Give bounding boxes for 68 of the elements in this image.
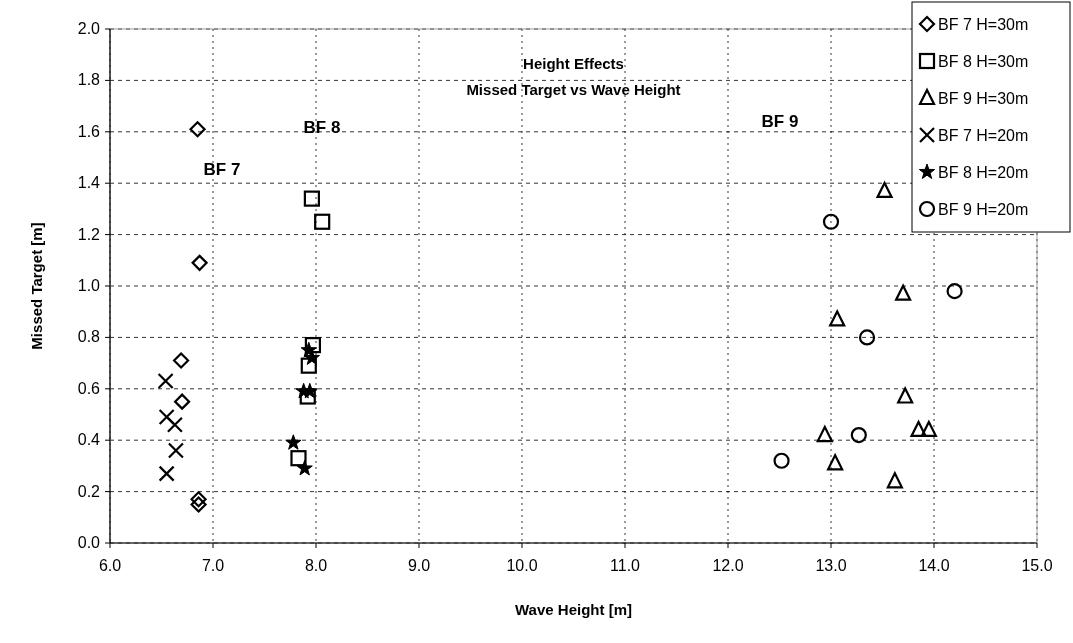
- point: [910, 420, 927, 438]
- point: [189, 121, 206, 138]
- point: [314, 213, 331, 230]
- annotation: BF 8: [303, 118, 341, 137]
- point: [296, 459, 313, 476]
- x-tick-label: 9.0: [407, 557, 431, 574]
- point: [897, 387, 914, 404]
- point: [290, 450, 307, 467]
- legend-label: BF 9 H=20m: [938, 201, 1029, 218]
- point: [174, 393, 191, 410]
- text: Height Effects: [523, 55, 624, 72]
- x-tick-label: 14.0: [918, 557, 950, 574]
- point: [285, 434, 302, 450]
- annotation: BF 7: [203, 160, 241, 179]
- x-tick-label: 8.0: [304, 557, 328, 574]
- point: [946, 283, 963, 300]
- x-tick-label: 11.0: [610, 557, 641, 574]
- legend-label: BF 9 H=30m: [938, 90, 1029, 107]
- point: [773, 452, 790, 469]
- x-tick-label: 15.0: [1021, 557, 1053, 574]
- point: [158, 408, 175, 426]
- x-axis-title: Wave Height [m]: [515, 601, 632, 618]
- y-tick-label: 0.8: [77, 328, 101, 346]
- point: [300, 357, 317, 374]
- y-tick-label: 0.0: [77, 534, 101, 551]
- point: [191, 254, 208, 271]
- y-tick-label: 0.6: [77, 379, 101, 397]
- text: Missed Target vs Wave Height: [466, 81, 681, 98]
- x-tick-label: 10.0: [506, 557, 538, 574]
- y-tick-label: 1.4: [77, 174, 101, 192]
- point: [886, 472, 903, 489]
- point: [190, 491, 207, 508]
- y-tick-label: 2.0: [77, 20, 101, 37]
- y-tick-label: 0.2: [77, 482, 101, 500]
- y-axis-title: Missed Target [m]: [28, 222, 45, 350]
- annotation: BF 9: [761, 112, 799, 131]
- point: [850, 426, 867, 444]
- x-tick-label: 13.0: [815, 557, 847, 574]
- y-tick-label: 0.4: [77, 431, 101, 449]
- x-tick-label: 7.0: [201, 557, 225, 574]
- point: [166, 416, 183, 433]
- point: [829, 310, 846, 327]
- point: [876, 181, 893, 199]
- point: [304, 337, 322, 354]
- point: [190, 496, 207, 513]
- legend-label: BF 7 H=20m: [938, 127, 1029, 144]
- point: [816, 425, 833, 443]
- point: [895, 284, 912, 301]
- point: [157, 372, 174, 390]
- y-tick-label: 1.8: [77, 71, 101, 89]
- point: [158, 465, 175, 482]
- point: [172, 352, 190, 369]
- point: [303, 190, 320, 207]
- point: [299, 388, 316, 405]
- point: [920, 420, 937, 438]
- legend-label: BF 8 H=30m: [938, 53, 1029, 70]
- point: [822, 213, 840, 230]
- x-tick-label: 6.0: [98, 557, 122, 574]
- legend-label: BF 7 H=30m: [938, 16, 1029, 33]
- y-tick-label: 1.0: [77, 277, 101, 294]
- y-tick-label: 1.2: [77, 225, 101, 243]
- legend-label: BF 8 H=20m: [938, 164, 1029, 181]
- x-tick-label: 12.0: [712, 557, 744, 574]
- point: [858, 329, 876, 346]
- point: [167, 442, 185, 459]
- y-tick-label: 1.6: [77, 122, 101, 140]
- point: [303, 349, 320, 365]
- point: [827, 454, 844, 471]
